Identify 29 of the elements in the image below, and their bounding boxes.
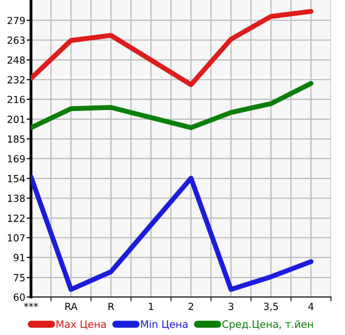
y-tick-label: 91 [14,254,25,262]
y-tick-label: 216 [8,96,25,104]
x-tick-label: 2 [188,302,194,310]
legend-label: Min Цена [141,320,188,330]
y-tick-label: 201 [8,116,25,124]
x-tick-label: RA [65,302,78,310]
x-tick-label: R [108,302,114,310]
y-tick-label: 185 [8,135,25,143]
x-tick-label: 3 [228,302,234,310]
y-tick-label: 154 [8,175,25,182]
y-tick-label: 60 [14,293,25,301]
y-tick-label: 279 [8,16,25,24]
x-tick-label: *** [24,302,38,308]
y-tick-label: 248 [8,56,25,64]
y-tick-label: 169 [8,155,25,162]
y-tick-label: 107 [8,234,25,242]
legend-label: Max Цена [56,320,106,330]
x-tick-label: 4 [308,302,314,310]
x-tick-label: 1 [148,302,154,310]
y-tick-label: 122 [8,214,24,222]
legend-label: Сред.Цена, т.йен [222,320,313,330]
y-tick-label: 138 [8,194,25,202]
y-tick-label: 263 [8,36,25,44]
y-tick-label: 75 [14,274,25,282]
line-series [31,174,314,292]
y-tick-label: 232 [8,76,24,84]
line-series [31,8,314,88]
line-series [31,80,314,130]
x-tick-label: 3,5 [264,302,278,312]
